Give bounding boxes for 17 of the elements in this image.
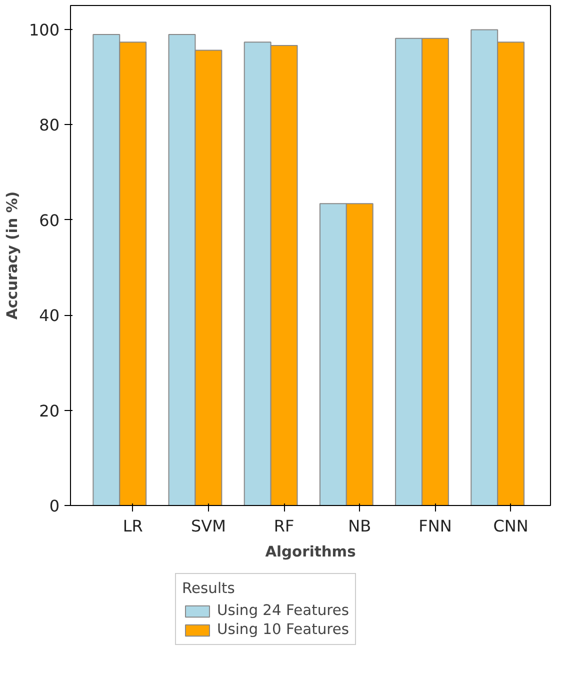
legend-label: Using 10 Features <box>217 621 350 638</box>
x-tick-label: FNN <box>418 516 452 536</box>
legend-label: Using 24 Features <box>217 602 350 619</box>
y-axis-title: Accuracy (in %) <box>4 191 21 320</box>
y-tick-label: 100 <box>28 20 60 40</box>
y-tick-label: 0 <box>49 496 60 516</box>
x-tick-label: RF <box>274 516 294 536</box>
y-tick-label: 60 <box>39 210 60 230</box>
x-tick-label: SVM <box>191 516 226 536</box>
x-tick-label: NB <box>348 516 372 536</box>
x-axis-title: Algorithms <box>265 544 356 560</box>
y-tick-label: 20 <box>39 401 60 420</box>
y-tick-label: 40 <box>39 306 60 326</box>
x-tick-label: LR <box>122 516 143 536</box>
legend-title: Results <box>182 580 236 597</box>
x-tick-label: CNN <box>493 516 528 536</box>
y-tick-label: 80 <box>39 116 60 135</box>
